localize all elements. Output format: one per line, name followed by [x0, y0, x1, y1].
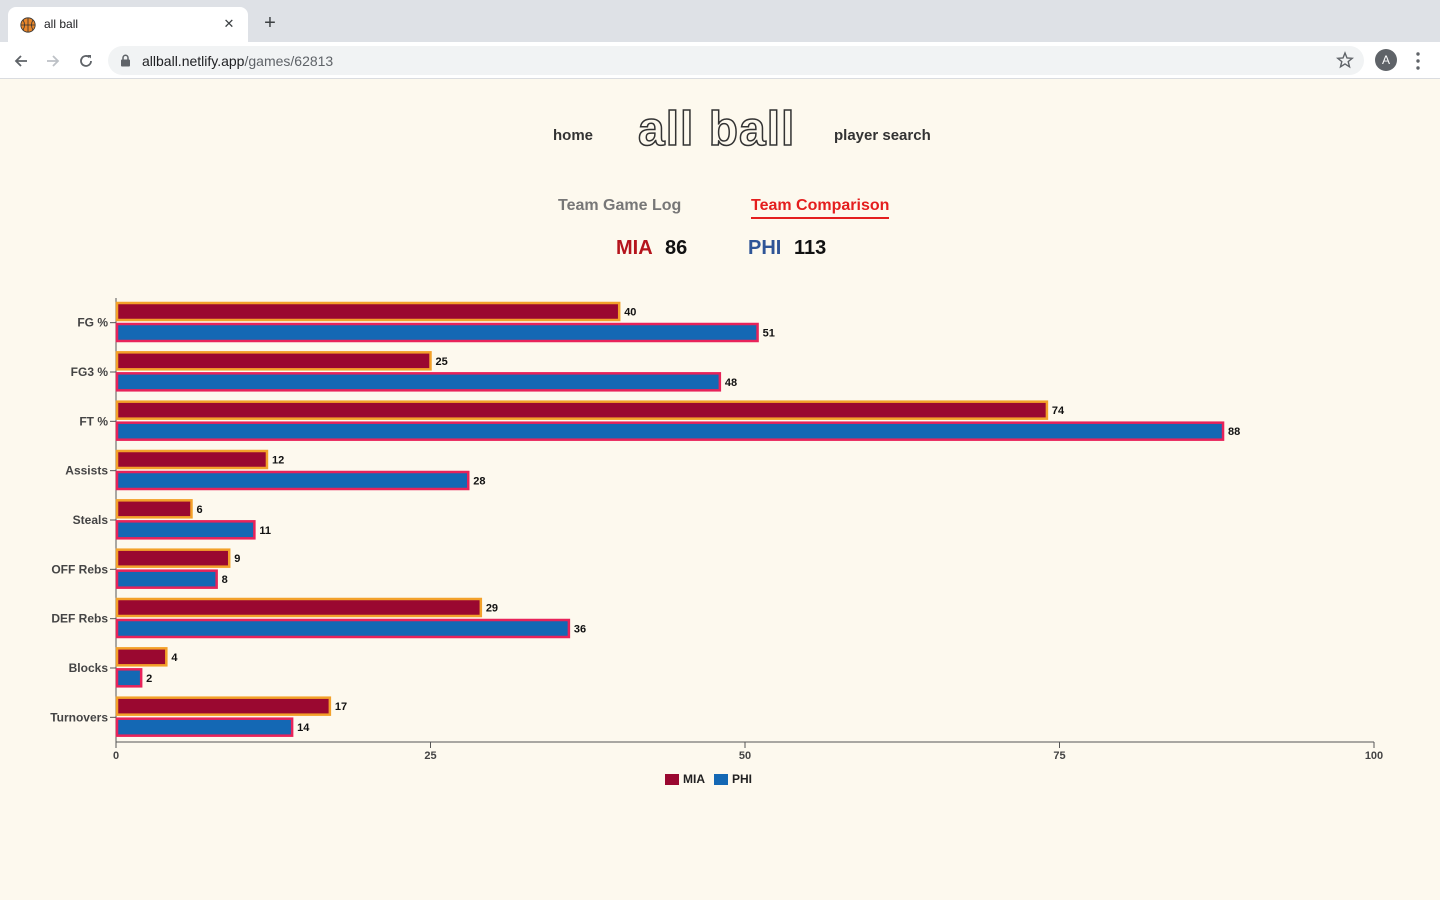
- bar-phi: [115, 322, 759, 343]
- bar-value-label: 88: [1228, 426, 1240, 438]
- bar-value-label: 25: [436, 356, 448, 368]
- bar-phi: [115, 470, 470, 491]
- new-tab-plus-icon[interactable]: +: [264, 12, 276, 34]
- bar-value-label: 4: [171, 652, 178, 664]
- profile-avatar[interactable]: A: [1375, 49, 1397, 71]
- bar-phi: [115, 668, 143, 688]
- away-team-score: 113: [794, 237, 827, 259]
- y-tick-label: DEF Rebs: [51, 612, 108, 626]
- chart-legend: MIA PHI: [665, 772, 752, 786]
- home-team-score: 86: [665, 237, 688, 259]
- page-content: home all ball player search Team Game Lo…: [0, 80, 1440, 900]
- x-tick-label: 50: [739, 750, 751, 762]
- bar-mia: [115, 597, 483, 618]
- bar-value-label: 29: [486, 603, 498, 615]
- bar-phi: [115, 569, 218, 589]
- legend-label-phi: PHI: [732, 772, 753, 786]
- x-tick-label: 25: [424, 750, 436, 762]
- away-team-abbr: PHI: [748, 237, 782, 259]
- tab-team-comparison[interactable]: Team Comparison: [751, 197, 890, 219]
- bar-mia: [115, 351, 432, 371]
- bar-value-label: 8: [222, 574, 228, 586]
- y-tick-label: Steals: [73, 513, 109, 527]
- bar-value-label: 40: [624, 307, 636, 319]
- player-search-link[interactable]: player search: [834, 127, 931, 144]
- bar-mia: [115, 499, 193, 519]
- legend-swatch-phi: [714, 773, 728, 785]
- kebab-menu-icon[interactable]: [1410, 49, 1426, 73]
- browser-tab-strip: all ball ✕ +: [0, 0, 1440, 42]
- y-tick-label: FG3 %: [71, 365, 109, 379]
- home-team-abbr: MIA: [616, 237, 653, 259]
- x-tick-label: 100: [1365, 750, 1383, 762]
- bar-phi: [115, 618, 571, 639]
- bar-mia: [115, 647, 168, 667]
- bar-mia: [115, 400, 1049, 420]
- bar-mia: [115, 696, 332, 716]
- bar-mia: [115, 301, 621, 322]
- y-tick-label: FG %: [77, 316, 108, 330]
- url-text: allball.netlify.app/games/62813: [142, 53, 334, 69]
- bar-phi: [115, 717, 294, 737]
- address-bar[interactable]: allball.netlify.app/games/62813: [108, 46, 1364, 75]
- site-logo[interactable]: all ball: [637, 102, 796, 157]
- browser-toolbar: allball.netlify.app/games/62813 A: [0, 42, 1440, 79]
- bar-value-label: 51: [763, 328, 775, 340]
- bar-mia: [115, 449, 269, 470]
- x-tick-label: 0: [113, 750, 119, 762]
- bar-value-label: 2: [146, 673, 152, 685]
- bar-value-label: 12: [272, 455, 284, 467]
- home-link[interactable]: home: [553, 127, 594, 144]
- y-tick-label: OFF Rebs: [51, 562, 108, 576]
- forward-arrow-icon[interactable]: [41, 49, 65, 73]
- back-arrow-icon[interactable]: [9, 49, 33, 73]
- browser-tab[interactable]: all ball ✕: [8, 7, 248, 42]
- bar-value-label: 36: [574, 624, 586, 636]
- legend-swatch-mia: [665, 773, 679, 785]
- bar-value-label: 9: [234, 553, 240, 565]
- bar-value-label: 74: [1052, 405, 1065, 417]
- bar-value-label: 6: [196, 504, 202, 516]
- bar-value-label: 17: [335, 701, 347, 713]
- x-tick-label: 75: [1053, 750, 1065, 762]
- y-tick-label: Turnovers: [50, 710, 108, 724]
- bar-value-label: 48: [725, 377, 737, 389]
- bar-phi: [115, 421, 1225, 441]
- y-tick-label: Assists: [65, 464, 108, 478]
- bar-value-label: 14: [297, 722, 310, 734]
- reload-icon[interactable]: [74, 49, 98, 73]
- tab-team-game-log[interactable]: Team Game Log: [558, 197, 682, 214]
- lock-icon: [121, 54, 130, 67]
- legend-label-mia: MIA: [683, 772, 705, 786]
- tab-title: all ball: [44, 17, 79, 31]
- bar-value-label: 28: [473, 476, 485, 488]
- bar-phi: [115, 372, 722, 392]
- y-tick-label: FT %: [79, 414, 108, 428]
- bookmark-star-icon[interactable]: [1336, 51, 1354, 69]
- bar-mia: [115, 548, 231, 568]
- bar-phi: [115, 520, 256, 540]
- basketball-icon: [20, 17, 36, 33]
- close-icon[interactable]: ✕: [223, 16, 235, 31]
- bar-value-label: 11: [259, 525, 271, 537]
- y-tick-label: Blocks: [69, 661, 109, 675]
